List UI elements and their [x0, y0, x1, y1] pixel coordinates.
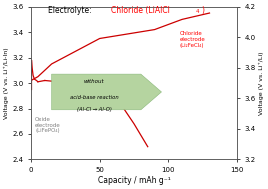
Text: Chloride
electrode
(Li₂FeCl₄): Chloride electrode (Li₂FeCl₄) [179, 31, 205, 48]
Text: (Al-Cl → Al-O): (Al-Cl → Al-O) [77, 107, 112, 112]
Y-axis label: Voltage (V vs. Li⁺/Li-In): Voltage (V vs. Li⁺/Li-In) [4, 47, 9, 119]
Text: Electrolyte:: Electrolyte: [48, 6, 94, 15]
Text: acid-base reaction: acid-base reaction [70, 94, 118, 100]
Text: 4: 4 [196, 9, 199, 13]
Text: ): ) [202, 6, 204, 15]
Text: Chloride (LiAlCl: Chloride (LiAlCl [111, 6, 170, 15]
Text: without: without [84, 79, 105, 84]
X-axis label: Capacity / mAh g⁻¹: Capacity / mAh g⁻¹ [98, 176, 170, 185]
Y-axis label: Voltage (V vs. Li⁺/Li): Voltage (V vs. Li⁺/Li) [259, 51, 264, 115]
FancyArrow shape [52, 74, 161, 110]
Text: Oxide
electrode
(LiFePO₄): Oxide electrode (LiFePO₄) [35, 117, 61, 133]
